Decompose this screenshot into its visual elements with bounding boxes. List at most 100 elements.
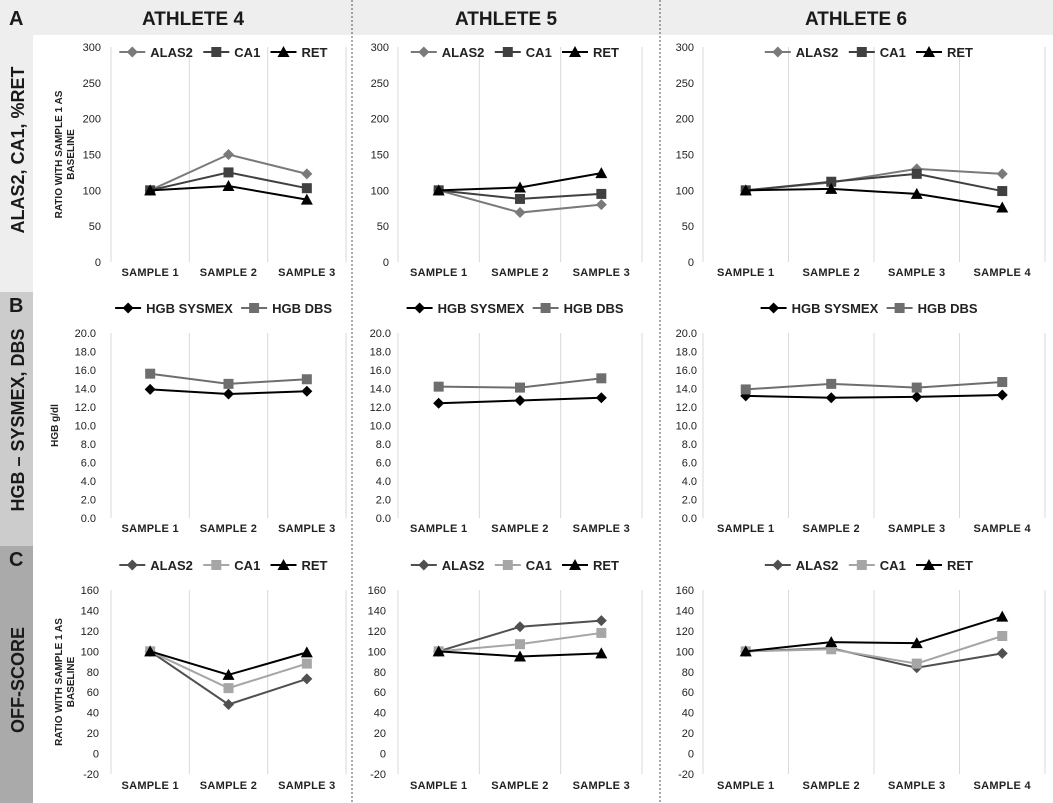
x-category-label: SAMPLE 1: [717, 523, 774, 535]
data-point-hgb-dbs: [826, 378, 837, 389]
data-point-ca1: [826, 176, 837, 187]
y-tick-label: 100: [371, 185, 389, 197]
legend-marker-hgb-sysmex: [122, 302, 134, 314]
legend-marker-ca1: [502, 47, 513, 57]
legend-label-ret: RET: [947, 45, 973, 60]
y-tick-label: 10.0: [370, 421, 391, 433]
x-category-label: SAMPLE 2: [803, 523, 860, 535]
legend-marker-hgb-dbs: [249, 303, 260, 313]
legend-label-ret: RET: [302, 558, 328, 573]
y-tick-label: 50: [89, 221, 101, 233]
legend-label-alas2: ALAS2: [150, 558, 193, 573]
y-tick-label: 80: [682, 667, 694, 679]
y-tick-label: 50: [682, 221, 694, 233]
legend-label-ret: RET: [593, 45, 619, 60]
y-tick-label: 16.0: [370, 365, 391, 377]
x-category-label: SAMPLE 2: [491, 523, 548, 535]
x-category-label: SAMPLE 3: [278, 267, 335, 279]
legend-marker-alas2: [772, 559, 784, 571]
series-line-ca1: [745, 172, 1003, 193]
y-tick-label: 6.0: [682, 458, 697, 470]
data-point-ca1: [301, 658, 312, 669]
x-category-label: SAMPLE 3: [573, 267, 630, 279]
legend-marker-hgb-sysmex: [768, 302, 780, 314]
data-point-alas2: [514, 207, 526, 219]
x-category-label: SAMPLE 1: [717, 267, 774, 279]
legend-label-ca1: CA1: [526, 45, 552, 60]
x-category-label: SAMPLE 1: [121, 523, 178, 535]
legend-label-ca1: CA1: [880, 558, 906, 573]
y-tick-label: 10.0: [75, 421, 96, 433]
x-category-label: SAMPLE 1: [410, 267, 467, 279]
legend-marker-alas2: [418, 559, 430, 571]
y-tick-label: 6.0: [376, 458, 391, 470]
data-point-ret: [825, 182, 838, 194]
y-tick-label: 20.0: [75, 328, 96, 340]
data-point-ca1: [515, 639, 525, 650]
legend: ALAS2 CA1 RET: [764, 45, 973, 60]
y-tick-label: 250: [83, 78, 101, 90]
legend: ALAS2 CA1 RET: [119, 45, 328, 60]
legend-marker-ret: [923, 559, 935, 570]
data-point-ret: [739, 184, 752, 196]
y-tick-label: 18.0: [676, 347, 697, 359]
panel-b-athlete-6: 0.0 2.0 4.0 6.0 8.0 10.0 12.0 14.0 16.0 18.0 20.0 S…: [676, 301, 1046, 535]
y-tick-label: 14.0: [370, 384, 391, 396]
y-tick-label: 60: [374, 687, 386, 699]
panel-a-athlete-6: 0 50 100 150 200 250 300 SAMPLE 1 SAMPLE 2 SAMPLE…: [676, 42, 1046, 279]
y-tick-label: 200: [676, 114, 694, 126]
y-tick-label: 6.0: [81, 458, 96, 470]
data-point-ret: [910, 187, 923, 199]
legend-marker-alas2: [418, 46, 430, 58]
y-tick-label: 100: [676, 646, 694, 658]
data-point-ca1: [911, 658, 922, 669]
data-point-hgb-dbs: [223, 378, 234, 389]
y-tick-label: 300: [83, 42, 101, 54]
legend-marker-hgb-dbs: [894, 303, 905, 313]
legend-marker-ca1: [211, 47, 222, 57]
legend-label-ret: RET: [302, 45, 328, 60]
y-tick-label: 0: [93, 749, 99, 761]
data-point-hgb-sysmex: [301, 385, 313, 397]
y-tick-label: 250: [676, 78, 694, 90]
y-tick-label: 0: [688, 749, 694, 761]
y-tick-label: -20: [83, 769, 99, 781]
y-tick-label: 0.0: [376, 513, 391, 525]
series-line-hgb-dbs: [745, 381, 1003, 391]
row-letter-a: A: [9, 8, 23, 30]
data-point-alas2: [514, 621, 526, 633]
data-point-ret: [595, 167, 608, 179]
legend-label-hgb-dbs: HGB DBS: [918, 301, 978, 316]
legend-marker-ret: [923, 46, 935, 57]
x-category-label: SAMPLE 3: [888, 267, 945, 279]
data-point-ret: [432, 184, 445, 196]
x-category-label: SAMPLE 2: [491, 267, 548, 279]
panel-c-athlete-4: -20 0 20 40 60 80 100 120 140 160 SAMPLE 1 SAMPLE 2…: [54, 558, 347, 792]
y-tick-label: 2.0: [682, 495, 697, 507]
data-point-ret: [910, 637, 923, 649]
row-label-b: HGB – SYSMEX, DBS: [8, 328, 28, 511]
legend-marker-ca1: [211, 560, 222, 570]
y-tick-label: 14.0: [75, 384, 96, 396]
y-tick-label: 60: [87, 687, 99, 699]
y-tick-label: 160: [368, 585, 386, 597]
y-tick-label: 8.0: [81, 439, 96, 451]
y-tick-label: 12.0: [370, 402, 391, 414]
row-label-c: OFF-SCORE: [8, 627, 28, 733]
legend-marker-hgb-dbs: [540, 303, 551, 313]
data-point-hgb-dbs: [515, 382, 525, 393]
data-point-hgb-sysmex: [825, 392, 837, 404]
data-point-hgb-dbs: [740, 384, 751, 395]
data-point-ret: [996, 610, 1009, 622]
data-point-hgb-dbs: [997, 377, 1008, 388]
x-category-label: SAMPLE 2: [200, 267, 257, 279]
series-line-ret: [745, 187, 1003, 209]
legend-label-alas2: ALAS2: [796, 45, 839, 60]
legend-marker-hgb-sysmex: [414, 302, 426, 314]
y-tick-label: 150: [676, 150, 694, 162]
column-header-athlete-6: ATHLETE 6: [805, 9, 907, 30]
legend-marker-ret: [569, 46, 581, 57]
y-tick-label: 0: [383, 257, 389, 269]
y-tick-label: 120: [81, 626, 99, 638]
y-tick-label: 140: [368, 605, 386, 617]
